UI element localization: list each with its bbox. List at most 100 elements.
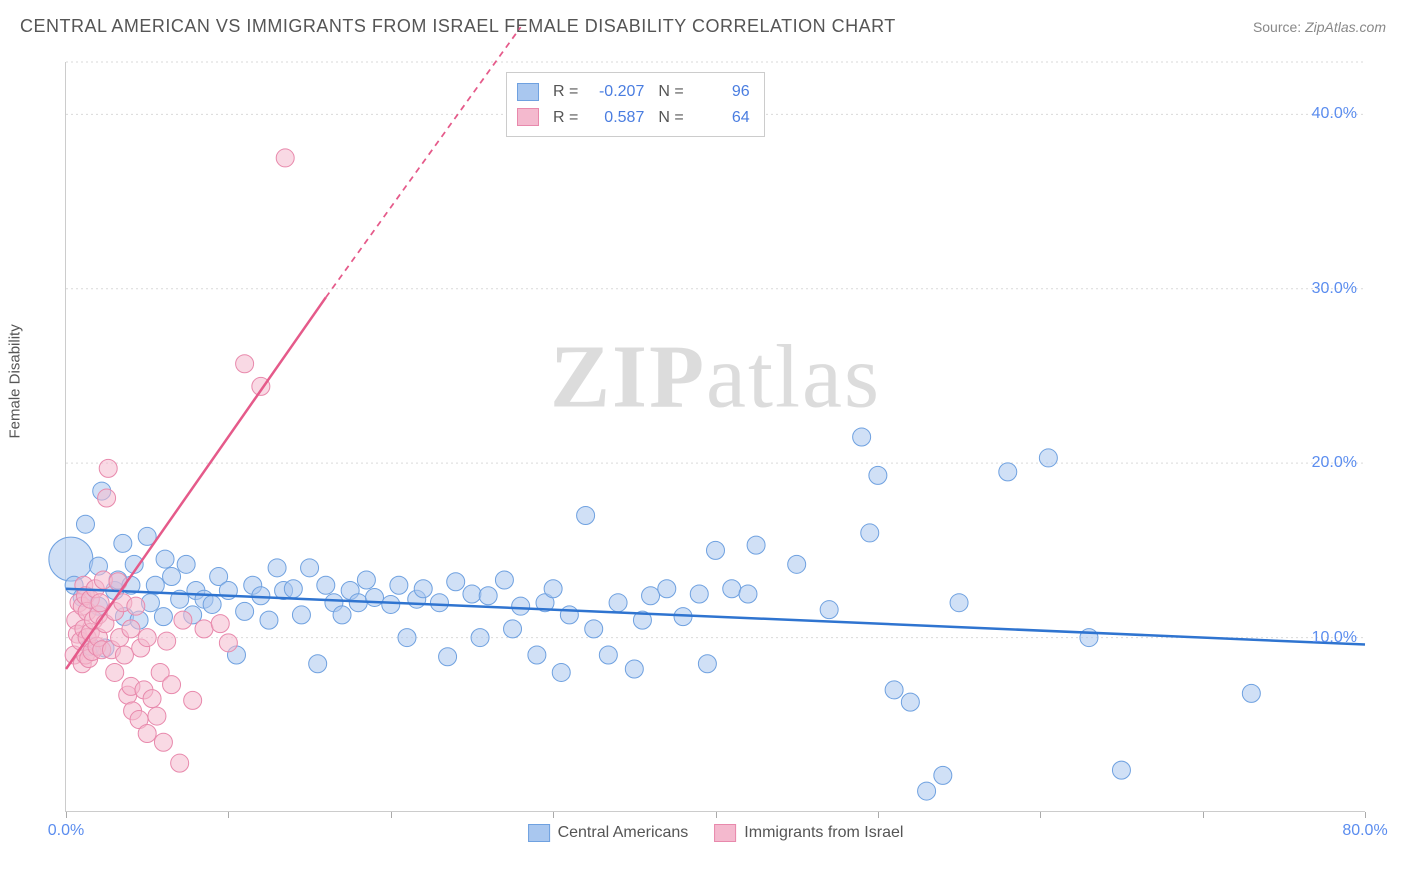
data-point bbox=[292, 606, 310, 624]
correlation-stats-box: R = -0.207 N = 96R =0.587N =64 bbox=[506, 72, 765, 137]
data-point bbox=[901, 693, 919, 711]
data-point bbox=[171, 754, 189, 772]
data-point bbox=[552, 663, 570, 681]
data-point bbox=[861, 524, 879, 542]
data-point bbox=[739, 585, 757, 603]
x-tick bbox=[716, 812, 717, 818]
data-point bbox=[495, 571, 513, 589]
data-point bbox=[918, 782, 936, 800]
data-point bbox=[885, 681, 903, 699]
data-point bbox=[690, 585, 708, 603]
x-tick-label: 0.0% bbox=[48, 822, 84, 840]
data-point bbox=[1039, 449, 1057, 467]
data-point bbox=[585, 620, 603, 638]
data-point bbox=[544, 580, 562, 598]
data-point bbox=[127, 597, 145, 615]
data-point bbox=[99, 459, 117, 477]
data-point bbox=[219, 634, 237, 652]
x-tick bbox=[391, 812, 392, 818]
data-point bbox=[154, 733, 172, 751]
data-point bbox=[268, 559, 286, 577]
data-point-large bbox=[49, 537, 93, 581]
data-point bbox=[934, 766, 952, 784]
series-legend: Central Americans Immigrants from Israel bbox=[528, 824, 904, 842]
data-point bbox=[236, 355, 254, 373]
series-swatch bbox=[517, 83, 539, 101]
data-point bbox=[109, 573, 127, 591]
data-point bbox=[317, 576, 335, 594]
data-point bbox=[788, 555, 806, 573]
data-point bbox=[658, 580, 676, 598]
data-point bbox=[463, 585, 481, 603]
y-tick-label: 20.0% bbox=[1312, 454, 1357, 472]
data-point bbox=[869, 466, 887, 484]
data-point bbox=[211, 615, 229, 633]
data-point bbox=[98, 489, 116, 507]
legend-label: Central Americans bbox=[558, 824, 689, 842]
data-point bbox=[148, 707, 166, 725]
data-point bbox=[430, 594, 448, 612]
scatter-plot: ZIPatlas R =-0.207N =96R =0.587N =64 Cen… bbox=[65, 62, 1365, 812]
data-point bbox=[390, 576, 408, 594]
data-point bbox=[106, 663, 124, 681]
series-swatch bbox=[517, 108, 539, 126]
legend-swatch bbox=[714, 824, 736, 842]
data-point bbox=[163, 568, 181, 586]
data-point bbox=[447, 573, 465, 591]
data-point bbox=[414, 580, 432, 598]
legend-swatch bbox=[528, 824, 550, 842]
data-point bbox=[382, 595, 400, 613]
data-point bbox=[284, 580, 302, 598]
y-axis-label: Female Disability bbox=[7, 324, 24, 438]
data-point bbox=[504, 620, 522, 638]
stat-r-label: R = bbox=[553, 79, 578, 105]
data-point bbox=[76, 515, 94, 533]
data-point bbox=[707, 541, 725, 559]
x-tick bbox=[228, 812, 229, 818]
stat-r-value: -0.207 bbox=[588, 79, 644, 105]
data-point bbox=[236, 602, 254, 620]
x-tick bbox=[1203, 812, 1204, 818]
data-point bbox=[260, 611, 278, 629]
data-point bbox=[156, 550, 174, 568]
data-point bbox=[366, 588, 384, 606]
stats-row: R =0.587N =64 bbox=[517, 105, 750, 131]
data-point bbox=[158, 632, 176, 650]
data-point bbox=[439, 648, 457, 666]
trend-line-extension bbox=[326, 27, 521, 297]
data-point bbox=[184, 691, 202, 709]
stat-n-value: 96 bbox=[694, 79, 750, 105]
legend-label: Immigrants from Israel bbox=[744, 824, 903, 842]
y-tick-label: 10.0% bbox=[1312, 629, 1357, 647]
data-point bbox=[398, 629, 416, 647]
data-point bbox=[698, 655, 716, 673]
stat-n-label: N = bbox=[658, 79, 683, 105]
data-point bbox=[114, 534, 132, 552]
chart-title: CENTRAL AMERICAN VS IMMIGRANTS FROM ISRA… bbox=[20, 16, 896, 37]
y-tick-label: 40.0% bbox=[1312, 105, 1357, 123]
data-point bbox=[203, 595, 221, 613]
data-point bbox=[642, 587, 660, 605]
legend-item: Central Americans bbox=[528, 824, 689, 842]
x-tick bbox=[66, 812, 67, 818]
data-point bbox=[333, 606, 351, 624]
data-point bbox=[177, 555, 195, 573]
data-point bbox=[599, 646, 617, 664]
data-point bbox=[138, 629, 156, 647]
data-point bbox=[115, 646, 133, 664]
legend-item: Immigrants from Israel bbox=[714, 824, 903, 842]
data-point bbox=[357, 571, 375, 589]
stat-n-value: 64 bbox=[694, 105, 750, 131]
data-point bbox=[512, 597, 530, 615]
data-point bbox=[195, 620, 213, 638]
data-point bbox=[309, 655, 327, 673]
data-point bbox=[471, 629, 489, 647]
data-point bbox=[560, 606, 578, 624]
data-point bbox=[853, 428, 871, 446]
data-point bbox=[138, 725, 156, 743]
data-point bbox=[950, 594, 968, 612]
data-point bbox=[747, 536, 765, 554]
data-point bbox=[122, 620, 140, 638]
data-point bbox=[577, 506, 595, 524]
data-point bbox=[723, 580, 741, 598]
